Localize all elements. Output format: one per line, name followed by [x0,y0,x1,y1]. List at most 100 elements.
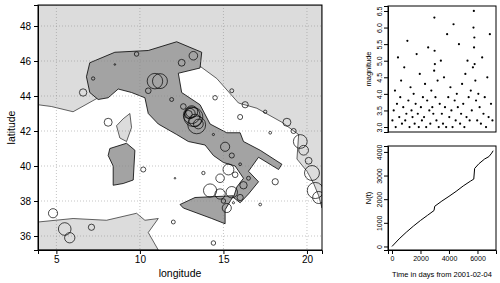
land [117,114,132,142]
event-circle [240,182,247,189]
event-circle [91,77,94,80]
point [411,116,413,118]
point [480,123,482,125]
point [466,60,468,62]
axis-line [389,251,497,255]
land [38,213,158,250]
point [426,99,428,101]
point [440,60,442,62]
point [394,89,396,91]
point [450,109,452,111]
axis-line [39,251,323,255]
point [416,53,418,55]
tick-label: 3.0 [376,123,383,133]
point [403,66,405,68]
tick: 3.5 [376,106,388,116]
tick-mark [384,11,388,12]
point [398,116,400,118]
tick-mark [384,176,388,177]
event-circle [299,145,309,155]
tick: 4000 [442,250,458,262]
event-circle [226,187,237,198]
tick: 20 [302,250,314,265]
tick-label: 4000 [442,255,458,262]
point [424,83,426,85]
tick: 2000 [376,192,388,208]
event-circle [247,176,251,180]
grid-line [38,201,322,202]
event-circle [269,131,272,134]
point [415,103,417,105]
point [474,63,476,65]
point [395,126,397,128]
plot-area [391,10,493,128]
point [451,126,453,128]
point [464,73,466,75]
event-circle [222,203,231,212]
point [401,123,403,125]
event-circle [174,177,176,179]
point [472,66,474,68]
tick: 44 [20,91,38,102]
event-circle [232,202,234,204]
tick: 3.0 [376,123,388,133]
point [447,96,449,98]
point [490,103,492,105]
point [432,113,434,115]
point [489,33,491,35]
tick-label: 38 [20,196,32,207]
tick-label: 4.5 [376,73,383,83]
tick: 5.5 [376,40,388,50]
point [433,50,435,52]
grid-line [38,131,322,132]
point [443,76,445,78]
tick: 10 [135,250,147,265]
event-circle [194,119,204,129]
point [419,73,421,75]
point [407,99,409,101]
point [435,119,437,121]
event-circle [134,52,139,57]
tick-label: 15 [218,254,230,265]
point [471,109,473,111]
y-axis-title: magnitude [364,51,373,86]
tick-label: 20 [302,254,314,265]
point [491,119,493,121]
point [400,80,402,82]
tick: 4000 [376,145,388,161]
point [420,106,422,108]
event-circle [305,166,320,181]
point [479,106,481,108]
tick: 40 [20,161,38,172]
point [434,96,436,98]
point [406,40,408,42]
tick-label: 42 [20,126,32,137]
event-circle [171,220,175,224]
point [474,80,476,82]
tick-label: 5.5 [376,40,383,50]
point [444,106,446,108]
x-axis: 0200040006000 [389,250,497,262]
point [448,116,450,118]
point [473,46,475,48]
tick-label: 1000 [376,215,383,231]
point [463,126,465,128]
tick-label: 4.0 [376,89,383,99]
event-circle [213,96,218,101]
y-axis: 3.03.54.04.55.05.56.06.5 [376,7,389,133]
panel: 020004000600001000200030004000Time in da… [364,145,497,279]
event-circle [272,179,278,185]
point [476,119,478,121]
event-circle [203,184,216,197]
tick-label: 5.0 [376,56,383,66]
point [422,96,424,98]
event-circle [58,223,71,236]
event-circle [211,241,216,246]
point [452,23,454,25]
plot-frame [388,146,496,250]
tick-mark [34,166,38,167]
point [425,126,427,128]
point [423,116,425,118]
point [399,96,401,98]
tick: 6.0 [376,23,388,33]
